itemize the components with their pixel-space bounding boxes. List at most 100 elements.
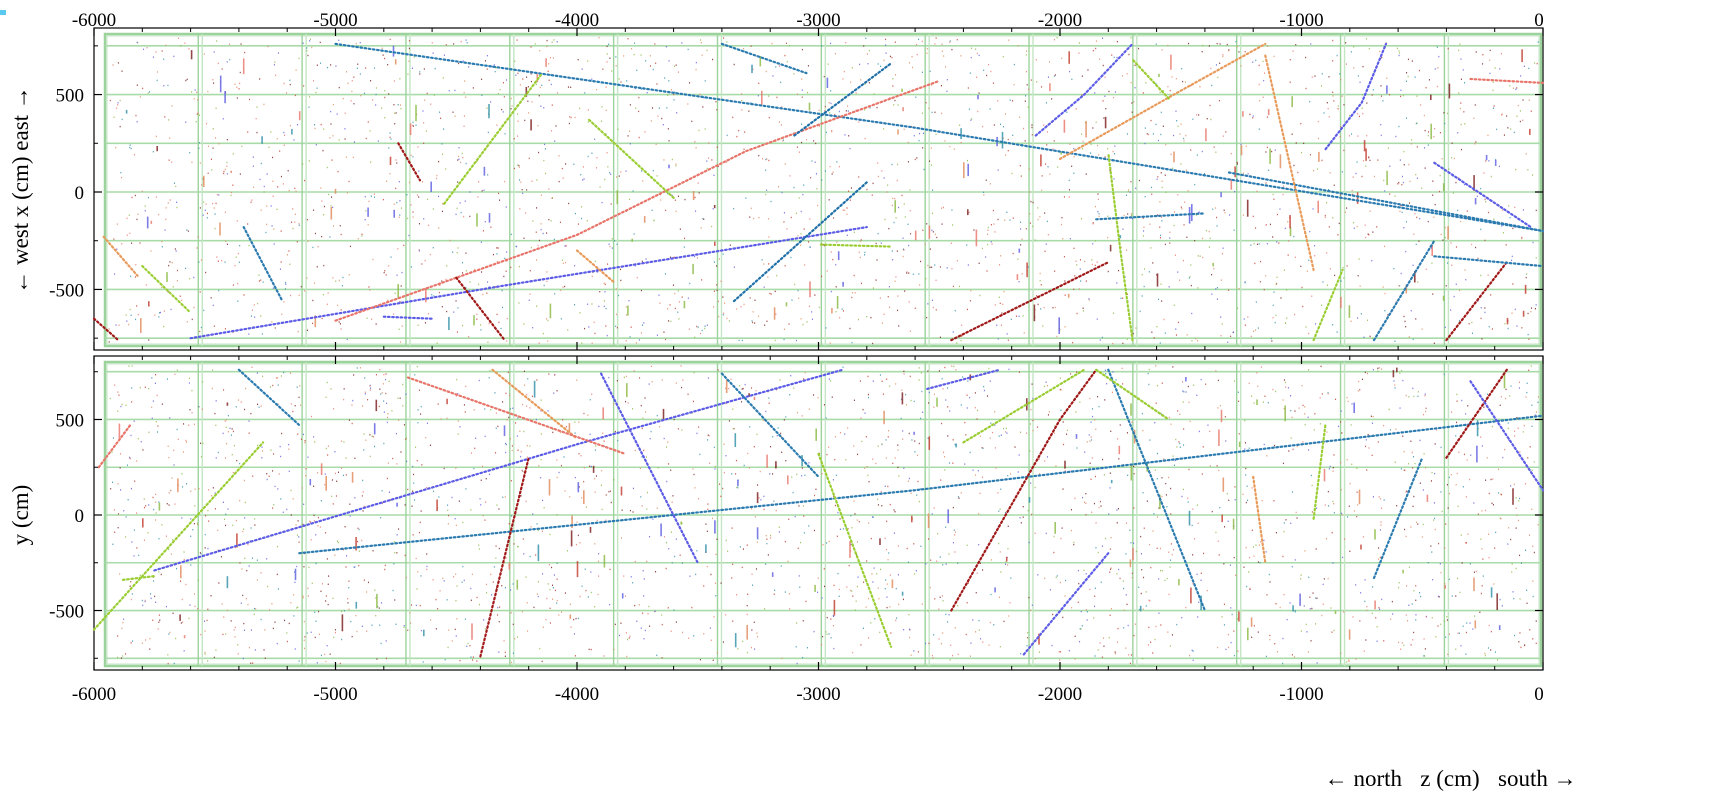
noise-hit bbox=[398, 216, 400, 218]
noise-hit bbox=[1417, 391, 1419, 393]
noise-hit bbox=[439, 590, 441, 592]
noise-hit bbox=[797, 235, 799, 237]
noise-hit bbox=[1289, 59, 1291, 61]
noise-hit bbox=[463, 404, 465, 406]
noise-hit bbox=[1159, 226, 1161, 228]
noise-hit bbox=[510, 108, 512, 110]
noise-hit bbox=[1509, 395, 1511, 397]
noise-hit bbox=[1376, 640, 1378, 642]
noise-hit bbox=[1162, 125, 1164, 127]
noise-hit bbox=[848, 564, 850, 567]
noise-hit bbox=[455, 300, 457, 302]
hit-cluster bbox=[1240, 145, 1243, 156]
noise-hit bbox=[1519, 497, 1521, 500]
noise-hit bbox=[1213, 267, 1215, 270]
noise-hit bbox=[1415, 619, 1417, 621]
noise-hit bbox=[306, 50, 308, 52]
noise-hit bbox=[1458, 177, 1460, 179]
noise-hit bbox=[788, 44, 790, 47]
noise-hit bbox=[455, 600, 457, 602]
noise-hit bbox=[1191, 312, 1193, 315]
noise-hit bbox=[803, 515, 805, 517]
noise-hit bbox=[325, 447, 327, 450]
noise-hit bbox=[461, 581, 463, 583]
noise-hit bbox=[661, 379, 663, 381]
noise-hit bbox=[141, 642, 143, 644]
noise-hit bbox=[1324, 216, 1326, 219]
hit-cluster bbox=[836, 296, 839, 309]
noise-hit bbox=[1064, 280, 1066, 282]
noise-hit bbox=[1514, 206, 1516, 209]
noise-hit bbox=[554, 589, 556, 592]
noise-hit bbox=[1175, 78, 1177, 80]
noise-hit bbox=[1528, 67, 1530, 70]
noise-hit bbox=[388, 491, 390, 493]
noise-hit bbox=[1487, 134, 1489, 137]
noise-hit bbox=[811, 311, 813, 313]
noise-hit bbox=[669, 256, 671, 258]
noise-hit bbox=[722, 314, 724, 316]
noise-hit bbox=[1273, 291, 1275, 293]
noise-hit bbox=[1424, 167, 1426, 169]
noise-hit bbox=[474, 268, 476, 271]
noise-hit bbox=[641, 170, 643, 172]
noise-hit bbox=[902, 598, 904, 601]
noise-hit bbox=[675, 64, 677, 66]
noise-hit bbox=[1196, 154, 1198, 156]
noise-hit bbox=[832, 258, 834, 261]
noise-hit bbox=[342, 474, 344, 477]
noise-hit bbox=[853, 399, 855, 401]
noise-hit bbox=[1326, 102, 1328, 104]
noise-hit bbox=[644, 629, 646, 632]
noise-hit bbox=[526, 602, 528, 604]
noise-hit bbox=[1078, 52, 1080, 54]
noise-hit bbox=[1139, 310, 1141, 313]
noise-hit bbox=[800, 244, 802, 246]
noise-hit bbox=[1337, 105, 1339, 107]
noise-hit bbox=[130, 147, 132, 150]
noise-hit bbox=[122, 621, 124, 624]
noise-hit bbox=[830, 637, 832, 639]
noise-hit bbox=[556, 390, 558, 392]
noise-hit bbox=[147, 92, 149, 94]
noise-hit bbox=[1410, 310, 1412, 312]
noise-hit bbox=[1427, 134, 1429, 137]
noise-hit bbox=[155, 519, 157, 521]
noise-hit bbox=[920, 545, 922, 547]
noise-hit bbox=[993, 223, 995, 225]
noise-hit bbox=[695, 573, 697, 576]
hit-cluster bbox=[242, 58, 245, 75]
noise-hit bbox=[426, 422, 428, 424]
noise-hit bbox=[254, 524, 256, 526]
noise-hit bbox=[1359, 285, 1361, 287]
noise-hit bbox=[1444, 583, 1446, 585]
noise-hit bbox=[1218, 554, 1220, 556]
noise-hit bbox=[329, 137, 331, 139]
noise-hit bbox=[845, 110, 847, 112]
noise-hit bbox=[154, 314, 156, 316]
noise-hit bbox=[176, 369, 178, 371]
noise-hit bbox=[1363, 336, 1365, 338]
noise-hit bbox=[281, 432, 283, 435]
noise-hit bbox=[140, 441, 142, 443]
noise-hit bbox=[277, 186, 279, 188]
hit-cluster bbox=[692, 263, 694, 275]
noise-hit bbox=[277, 52, 279, 54]
noise-hit bbox=[1158, 578, 1160, 580]
noise-hit bbox=[857, 318, 859, 321]
noise-hit bbox=[1360, 313, 1362, 315]
noise-hit bbox=[902, 237, 904, 239]
noise-hit bbox=[365, 439, 367, 441]
noise-hit bbox=[224, 518, 226, 520]
noise-hit bbox=[375, 597, 377, 599]
noise-hit bbox=[960, 339, 962, 342]
noise-hit bbox=[847, 427, 849, 429]
noise-hit bbox=[850, 515, 852, 517]
noise-hit bbox=[614, 430, 616, 433]
noise-hit bbox=[1113, 178, 1115, 180]
noise-hit bbox=[574, 116, 576, 119]
noise-hit bbox=[650, 365, 652, 368]
noise-hit bbox=[1320, 365, 1322, 368]
noise-hit bbox=[1189, 420, 1191, 423]
noise-hit bbox=[117, 410, 119, 412]
